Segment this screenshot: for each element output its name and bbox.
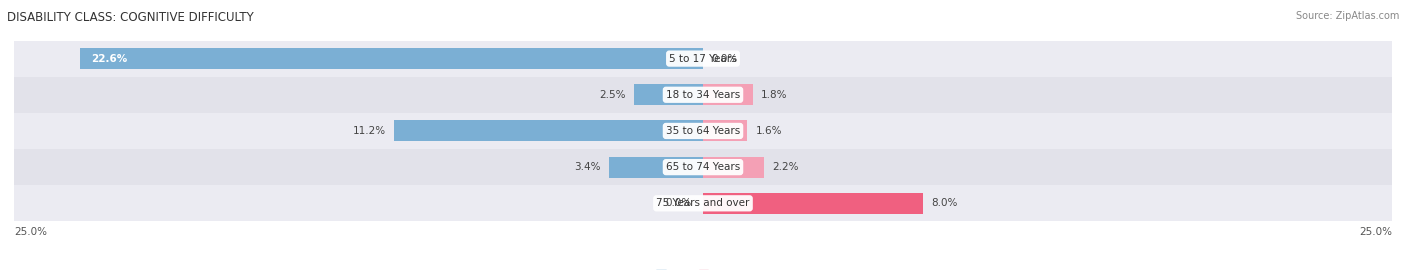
Text: 18 to 34 Years: 18 to 34 Years [666, 90, 740, 100]
Text: 35 to 64 Years: 35 to 64 Years [666, 126, 740, 136]
Bar [394, 120, 703, 141]
Text: 0.0%: 0.0% [665, 198, 692, 208]
Text: 5 to 17 Years: 5 to 17 Years [669, 53, 737, 64]
Text: Source: ZipAtlas.com: Source: ZipAtlas.com [1295, 11, 1399, 21]
Bar [703, 120, 747, 141]
Bar [80, 48, 703, 69]
Bar [703, 157, 763, 178]
Bar [703, 193, 924, 214]
Bar [14, 77, 1392, 113]
Text: 11.2%: 11.2% [353, 126, 387, 136]
Text: 2.5%: 2.5% [599, 90, 626, 100]
Legend: Male, Female: Male, Female [657, 269, 749, 270]
Text: 1.8%: 1.8% [761, 90, 787, 100]
Bar [14, 113, 1392, 149]
Text: 22.6%: 22.6% [91, 53, 128, 64]
Bar [14, 149, 1392, 185]
Bar [14, 40, 1392, 77]
Text: 75 Years and over: 75 Years and over [657, 198, 749, 208]
Bar [634, 84, 703, 105]
Bar [609, 157, 703, 178]
Text: 2.2%: 2.2% [772, 162, 799, 172]
Bar [14, 185, 1392, 221]
Text: 25.0%: 25.0% [1360, 227, 1392, 237]
Text: 8.0%: 8.0% [932, 198, 957, 208]
Text: 65 to 74 Years: 65 to 74 Years [666, 162, 740, 172]
Text: DISABILITY CLASS: COGNITIVE DIFFICULTY: DISABILITY CLASS: COGNITIVE DIFFICULTY [7, 11, 253, 24]
Text: 25.0%: 25.0% [14, 227, 46, 237]
Bar [703, 84, 752, 105]
Text: 0.0%: 0.0% [711, 53, 738, 64]
Text: 1.6%: 1.6% [755, 126, 782, 136]
Text: 3.4%: 3.4% [575, 162, 600, 172]
